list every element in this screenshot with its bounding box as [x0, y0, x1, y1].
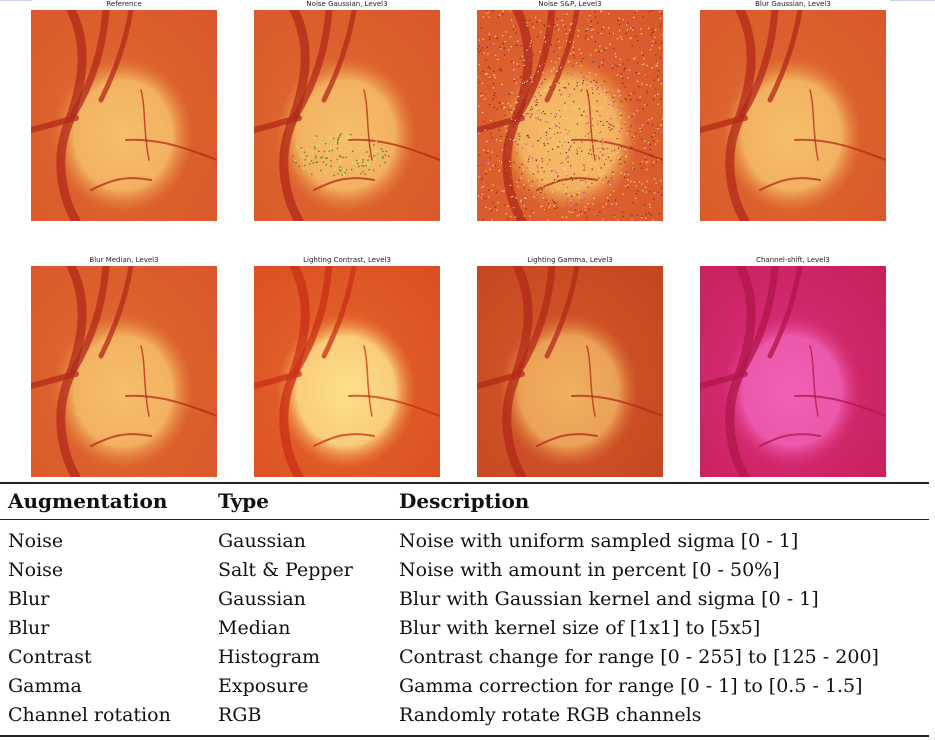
cell-description: Blur with kernel size of [1x1] to [5x5]: [399, 617, 761, 639]
fundus-image: [700, 10, 886, 221]
top-edge-line-right: [890, 0, 935, 1]
cell-description: Blur with Gaussian kernel and sigma [0 -…: [399, 588, 819, 610]
figure-panel: Lighting Contrast, Level3: [254, 256, 440, 477]
cell-type: Exposure: [218, 675, 309, 697]
fundus-image: [31, 266, 217, 477]
fundus-image: [31, 10, 217, 221]
figure-panel: Blur Median, Level3: [31, 256, 217, 477]
augmentation-figure: Reference Noise Gaussian, Level3 Noise S…: [31, 0, 886, 477]
fundus-image: [700, 266, 886, 477]
figure-panel: Reference: [31, 0, 217, 221]
cell-type: Histogram: [218, 646, 321, 668]
cell-augmentation: Blur: [8, 588, 50, 610]
cell-type: Gaussian: [218, 588, 306, 610]
cell-description: Contrast change for range [0 - 255] to […: [399, 646, 879, 668]
panel-title: Blur Gaussian, Level3: [755, 0, 831, 8]
table-header-rule: [0, 519, 929, 520]
cell-description: Noise with amount in percent [0 - 50%]: [399, 559, 780, 581]
cell-augmentation: Noise: [8, 530, 64, 552]
panel-title: Lighting Gamma, Level3: [527, 256, 613, 264]
panel-title: Noise Gaussian, Level3: [306, 0, 388, 8]
top-edge-line-left: [0, 0, 32, 1]
panel-title: Noise S&P, Level3: [538, 0, 602, 8]
fundus-image: [477, 266, 663, 477]
panel-title: Lighting Contrast, Level3: [303, 256, 391, 264]
header-type: Type: [218, 489, 270, 513]
cell-augmentation: Contrast: [8, 646, 92, 668]
cell-description: Gamma correction for range [0 - 1] to [0…: [399, 675, 863, 697]
figure-panel: Noise S&P, Level3: [477, 0, 663, 221]
cell-type: RGB: [218, 704, 262, 726]
cell-type: Median: [218, 617, 291, 639]
figure-panel: Blur Gaussian, Level3: [700, 0, 886, 221]
fundus-image: [254, 266, 440, 477]
cell-type: Salt & Pepper: [218, 559, 353, 581]
table-bottom-rule: [0, 735, 929, 737]
cell-augmentation: Noise: [8, 559, 64, 581]
header-description: Description: [399, 489, 530, 513]
cell-augmentation: Gamma: [8, 675, 82, 697]
fundus-image: [254, 10, 440, 221]
cell-augmentation: Channel rotation: [8, 704, 171, 726]
cell-description: Noise with uniform sampled sigma [0 - 1]: [399, 530, 799, 552]
figure-panel: Channel-shift, Level3: [700, 256, 886, 477]
fundus-image: [477, 10, 663, 221]
header-augmentation: Augmentation: [8, 489, 168, 513]
table-top-rule: [0, 482, 929, 484]
panel-title: Blur Median, Level3: [89, 256, 159, 264]
cell-description: Randomly rotate RGB channels: [399, 704, 702, 726]
figure-panel: Noise Gaussian, Level3: [254, 0, 440, 221]
panel-title: Channel-shift, Level3: [756, 256, 830, 264]
panel-title: Reference: [106, 0, 142, 8]
figure-panel: Lighting Gamma, Level3: [477, 256, 663, 477]
cell-augmentation: Blur: [8, 617, 50, 639]
cell-type: Gaussian: [218, 530, 306, 552]
